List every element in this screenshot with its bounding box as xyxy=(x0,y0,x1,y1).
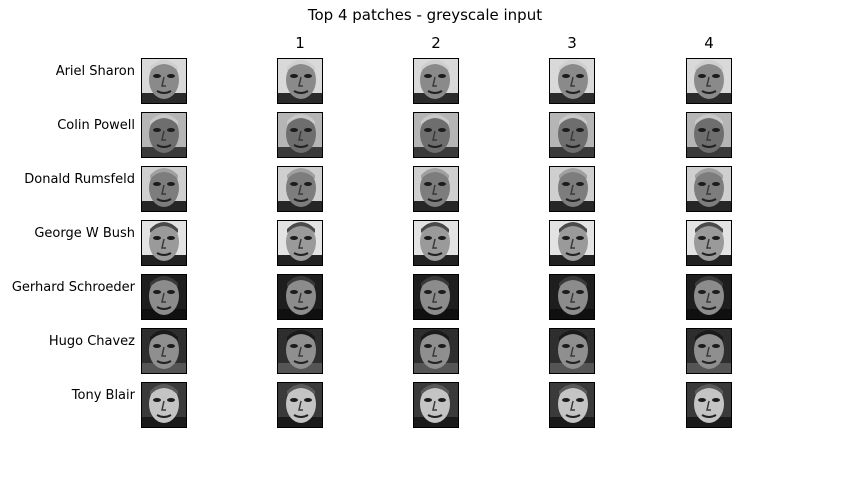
face-patch-ariel-sharon-2 xyxy=(413,58,459,104)
face-patch-ariel-sharon-1 xyxy=(277,58,323,104)
face-patch-tony-blair-4 xyxy=(686,382,732,428)
face-image-colin-powell xyxy=(141,112,187,158)
face-image-george-w-bush xyxy=(141,220,187,266)
face-patch-donald-rumsfeld-4 xyxy=(686,166,732,212)
column-header-2: 2 xyxy=(431,34,441,52)
row-label-hugo-chavez: Hugo Chavez xyxy=(48,334,135,349)
face-patch-ariel-sharon-3 xyxy=(549,58,595,104)
face-patch-george-w-bush-1 xyxy=(277,220,323,266)
face-patch-gerhard-schroeder-3 xyxy=(549,274,595,320)
face-patch-colin-powell-4 xyxy=(686,112,732,158)
face-patch-colin-powell-2 xyxy=(413,112,459,158)
face-patch-gerhard-schroeder-1 xyxy=(277,274,323,320)
face-patch-colin-powell-1 xyxy=(277,112,323,158)
face-patch-hugo-chavez-2 xyxy=(413,328,459,374)
face-patch-ariel-sharon-4 xyxy=(686,58,732,104)
face-patch-colin-powell-3 xyxy=(549,112,595,158)
face-patch-george-w-bush-3 xyxy=(549,220,595,266)
face-patch-gerhard-schroeder-4 xyxy=(686,274,732,320)
face-patch-tony-blair-1 xyxy=(277,382,323,428)
face-patch-tony-blair-2 xyxy=(413,382,459,428)
face-image-tony-blair xyxy=(141,382,187,428)
face-patch-donald-rumsfeld-3 xyxy=(549,166,595,212)
column-header-4: 4 xyxy=(704,34,714,52)
face-image-ariel-sharon xyxy=(141,58,187,104)
face-patch-george-w-bush-4 xyxy=(686,220,732,266)
face-patch-gerhard-schroeder-2 xyxy=(413,274,459,320)
face-image-gerhard-schroeder xyxy=(141,274,187,320)
face-patch-george-w-bush-2 xyxy=(413,220,459,266)
face-patch-hugo-chavez-1 xyxy=(277,328,323,374)
figure-title: Top 4 patches - greyscale input xyxy=(307,6,543,24)
face-image-hugo-chavez xyxy=(141,328,187,374)
face-patch-hugo-chavez-4 xyxy=(686,328,732,374)
face-patch-tony-blair-3 xyxy=(549,382,595,428)
row-label-george-w-bush: George W Bush xyxy=(34,226,135,241)
row-label-tony-blair: Tony Blair xyxy=(71,388,135,403)
row-label-donald-rumsfeld: Donald Rumsfeld xyxy=(24,172,135,187)
column-header-1: 1 xyxy=(295,34,305,52)
face-patch-donald-rumsfeld-1 xyxy=(277,166,323,212)
face-patch-hugo-chavez-3 xyxy=(549,328,595,374)
face-image-donald-rumsfeld xyxy=(141,166,187,212)
row-label-ariel-sharon: Ariel Sharon xyxy=(55,64,135,79)
face-patch-donald-rumsfeld-2 xyxy=(413,166,459,212)
column-header-3: 3 xyxy=(567,34,577,52)
row-label-gerhard-schroeder: Gerhard Schroeder xyxy=(11,280,135,295)
row-label-colin-powell: Colin Powell xyxy=(57,118,135,133)
